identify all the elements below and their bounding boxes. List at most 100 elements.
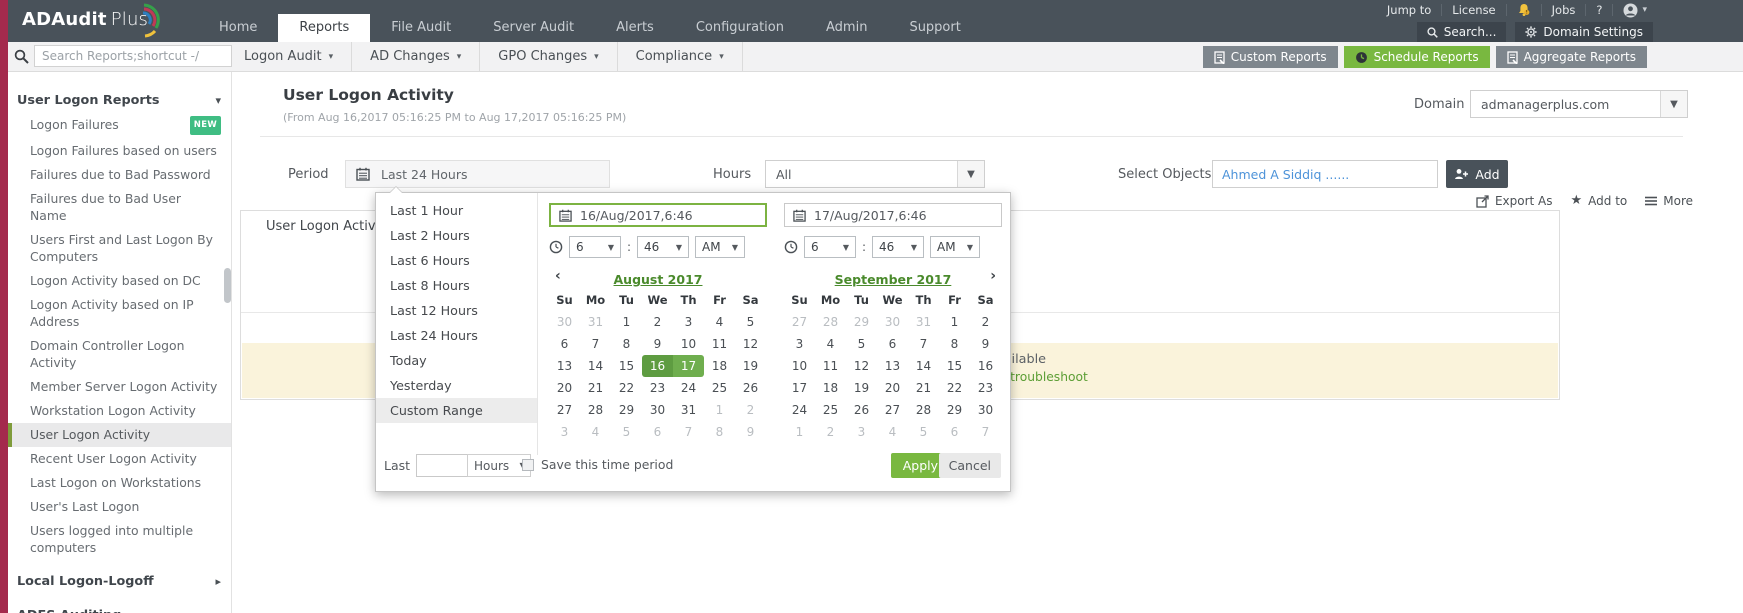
- report-panel-tab[interactable]: User Logon Activity: [266, 219, 392, 234]
- day-cell[interactable]: 29: [853, 315, 870, 329]
- day-cell[interactable]: 10: [680, 337, 697, 351]
- day-cell[interactable]: 30: [884, 315, 901, 329]
- from-hour-select[interactable]: 6 ▼: [569, 236, 621, 258]
- last-value-input[interactable]: [416, 454, 468, 477]
- sidebar-item[interactable]: Logon Activity based on DC: [30, 273, 201, 288]
- sidebar-item[interactable]: Last Logon on Workstations: [30, 475, 202, 490]
- day-cell[interactable]: 20: [884, 381, 901, 395]
- domain-settings-button[interactable]: Domain Settings: [1515, 22, 1653, 42]
- add-objects-button[interactable]: Add: [1446, 160, 1508, 188]
- day-cell[interactable]: 13: [556, 359, 573, 373]
- nav-tab[interactable]: Reports: [278, 14, 371, 42]
- nav-tab[interactable]: Alerts: [616, 20, 654, 35]
- day-cell[interactable]: 9: [746, 425, 755, 439]
- day-cell[interactable]: 3: [560, 425, 569, 439]
- day-cell[interactable]: 18: [711, 359, 728, 373]
- day-cell[interactable]: 21: [587, 381, 604, 395]
- day-cell[interactable]: 27: [884, 403, 901, 417]
- sidebar-item[interactable]: ADFS Auditing ▸: [8, 604, 231, 613]
- day-cell[interactable]: 3: [857, 425, 866, 439]
- period-preset-option[interactable]: Last 6 Hours: [390, 253, 470, 268]
- day-cell[interactable]: 3: [684, 315, 693, 329]
- day-cell[interactable]: 4: [591, 425, 600, 439]
- day-cell[interactable]: 1: [715, 403, 724, 417]
- day-cell[interactable]: 14: [587, 359, 604, 373]
- toolbar-menu[interactable]: AD Changes ▾: [352, 42, 481, 71]
- day-cell[interactable]: 24: [680, 381, 697, 395]
- day-cell[interactable]: 17: [673, 355, 704, 377]
- aggregate-reports-button[interactable]: Aggregate Reports: [1495, 46, 1647, 68]
- period-field[interactable]: Last 24 Hours: [345, 160, 610, 188]
- cancel-button[interactable]: Cancel: [938, 453, 1001, 478]
- day-cell[interactable]: 26: [742, 381, 759, 395]
- report-search-input[interactable]: [34, 45, 232, 67]
- day-cell[interactable]: 12: [742, 337, 759, 351]
- sidebar-item[interactable]: User's Last Logon: [30, 499, 140, 514]
- day-cell[interactable]: 24: [791, 403, 808, 417]
- day-cell[interactable]: 17: [791, 381, 808, 395]
- day-cell[interactable]: 25: [711, 381, 728, 395]
- to-meridiem-select[interactable]: AM ▼: [930, 236, 981, 258]
- day-cell[interactable]: 16: [977, 359, 994, 373]
- period-preset-option[interactable]: Last 2 Hours: [390, 228, 470, 243]
- period-preset-option[interactable]: Today: [390, 353, 427, 368]
- day-cell[interactable]: 27: [556, 403, 573, 417]
- day-cell[interactable]: 14: [915, 359, 932, 373]
- day-cell[interactable]: 13: [884, 359, 901, 373]
- day-cell[interactable]: 1: [622, 315, 631, 329]
- next-month-button[interactable]: ›: [990, 268, 996, 284]
- day-cell[interactable]: 4: [826, 337, 835, 351]
- sidebar-item[interactable]: Logon Failures NEW: [8, 113, 231, 139]
- nav-tab[interactable]: Home: [219, 20, 258, 35]
- save-time-period-checkbox[interactable]: Save this time period: [522, 457, 673, 472]
- user-account-menu[interactable]: ▾: [1612, 3, 1657, 17]
- day-cell[interactable]: 18: [822, 381, 839, 395]
- domain-select[interactable]: admanagerplus.com ▼: [1470, 90, 1688, 118]
- day-cell[interactable]: 28: [822, 315, 839, 329]
- day-cell[interactable]: 30: [556, 315, 573, 329]
- nav-tab[interactable]: Admin: [826, 20, 868, 35]
- day-cell[interactable]: 21: [915, 381, 932, 395]
- day-cell[interactable]: 23: [977, 381, 994, 395]
- day-cell[interactable]: 7: [919, 337, 928, 351]
- day-cell[interactable]: 2: [826, 425, 835, 439]
- hours-select[interactable]: All ▼: [765, 160, 985, 188]
- day-cell[interactable]: 6: [560, 337, 569, 351]
- day-cell[interactable]: 29: [946, 403, 963, 417]
- day-cell[interactable]: 9: [981, 337, 990, 351]
- sidebar-item[interactable]: Member Server Logon Activity: [30, 379, 218, 394]
- nav-tab[interactable]: Configuration: [695, 20, 784, 35]
- period-preset-option[interactable]: Last 12 Hours: [390, 303, 478, 318]
- day-cell[interactable]: 27: [791, 315, 808, 329]
- sidebar-item[interactable]: Logon Failures based on users: [30, 143, 217, 158]
- day-cell[interactable]: 31: [587, 315, 604, 329]
- day-cell[interactable]: 31: [680, 403, 697, 417]
- app-logo[interactable]: ADAudit Plus: [22, 3, 160, 38]
- day-cell[interactable]: 8: [622, 337, 631, 351]
- jobs-link[interactable]: Jobs: [1540, 3, 1586, 17]
- day-cell[interactable]: 4: [888, 425, 897, 439]
- troubleshoot-link[interactable]: troubleshoot: [1010, 370, 1088, 384]
- day-cell[interactable]: 8: [950, 337, 959, 351]
- export-as-action[interactable]: Export As: [1476, 194, 1553, 208]
- global-search-button[interactable]: Search...: [1416, 22, 1507, 42]
- day-cell[interactable]: 5: [622, 425, 631, 439]
- day-cell[interactable]: 3: [795, 337, 804, 351]
- day-cell[interactable]: 20: [556, 381, 573, 395]
- sidebar-item[interactable]: Recent User Logon Activity: [30, 451, 197, 466]
- day-cell[interactable]: 12: [853, 359, 870, 373]
- day-cell[interactable]: 19: [742, 359, 759, 373]
- day-cell[interactable]: 1: [950, 315, 959, 329]
- sidebar-item[interactable]: Users logged into multiple computers: [30, 523, 194, 555]
- day-cell[interactable]: 1: [795, 425, 804, 439]
- day-cell[interactable]: 8: [715, 425, 724, 439]
- day-cell[interactable]: 2: [981, 315, 990, 329]
- from-minute-select[interactable]: 46 ▼: [637, 236, 690, 258]
- day-cell[interactable]: 26: [853, 403, 870, 417]
- sidebar-item[interactable]: Users First and Last Logon By Computers: [30, 232, 213, 264]
- more-action[interactable]: More: [1645, 194, 1693, 208]
- sidebar-item[interactable]: Logon Activity based on IP Address: [30, 297, 194, 329]
- add-to-action[interactable]: ★ Add to: [1570, 193, 1628, 208]
- day-cell[interactable]: 6: [888, 337, 897, 351]
- day-cell[interactable]: 2: [746, 403, 755, 417]
